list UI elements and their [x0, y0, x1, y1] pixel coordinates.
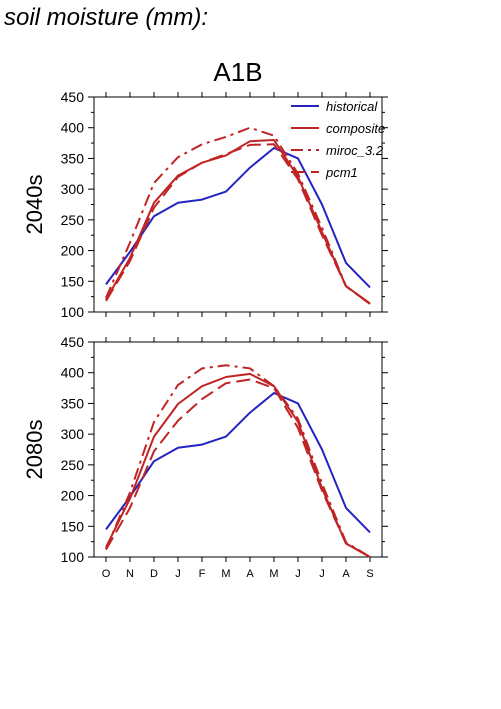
panel-label: 2040s — [22, 175, 47, 235]
x-tick-label: A — [342, 568, 350, 580]
y-tick-label: 300 — [61, 426, 85, 442]
series-line-miroc-3-2 — [105, 364, 371, 558]
legend-label: miroc_3.2 — [326, 143, 384, 158]
y-tick-label: 450 — [61, 334, 85, 350]
legend-label: composite — [326, 121, 385, 136]
y-tick-label: 300 — [61, 181, 85, 197]
legend-label: historical — [326, 99, 378, 114]
y-tick-label: 250 — [61, 212, 85, 228]
page-title: soil moisture (mm): — [4, 4, 209, 31]
x-tick-label: D — [150, 568, 158, 580]
panel-2040s: 100 150 200 250 300 350 400 450 2040s historical c… — [22, 89, 388, 320]
panel-label: 2080s — [22, 420, 47, 480]
x-tick-label: N — [126, 568, 134, 580]
x-tick-label: M — [221, 568, 230, 580]
y-tick-label: 200 — [61, 488, 85, 504]
series-line-historical — [105, 392, 371, 534]
x-tick-label: J — [295, 568, 301, 580]
x-tick-label: O — [102, 568, 111, 580]
y-tick-label: 100 — [61, 549, 85, 565]
x-tick-label: J — [175, 568, 181, 580]
y-tick-label: 350 — [61, 395, 85, 411]
x-tick-label: M — [269, 568, 278, 580]
x-tick-label: F — [199, 568, 206, 580]
series-line-pcm1 — [105, 143, 371, 305]
series-line-pcm1 — [105, 378, 371, 558]
legend-label: pcm1 — [325, 165, 358, 180]
y-tick-label: 250 — [61, 457, 85, 473]
y-tick-label: 200 — [61, 243, 85, 259]
series-line-miroc-3-2 — [105, 126, 371, 305]
scenario-title: A1B — [213, 57, 262, 87]
y-tick-label: 450 — [61, 89, 85, 105]
x-tick-label: J — [319, 568, 325, 580]
y-tick-label: 150 — [61, 273, 85, 289]
y-tick-label: 400 — [61, 365, 85, 381]
series-line-historical — [105, 147, 371, 289]
y-tick-label: 100 — [61, 304, 85, 320]
x-tick-label: A — [246, 568, 254, 580]
y-tick-label: 400 — [61, 120, 85, 136]
y-tick-label: 350 — [61, 150, 85, 166]
panel-2080s: 100 150 200 250 300 350 400 450 O N D J F M A M J J A S 2080… — [22, 334, 388, 580]
y-tick-label: 150 — [61, 518, 85, 534]
series-line-composite — [105, 372, 371, 558]
series-line-composite — [105, 139, 371, 305]
x-tick-label: S — [366, 568, 373, 580]
